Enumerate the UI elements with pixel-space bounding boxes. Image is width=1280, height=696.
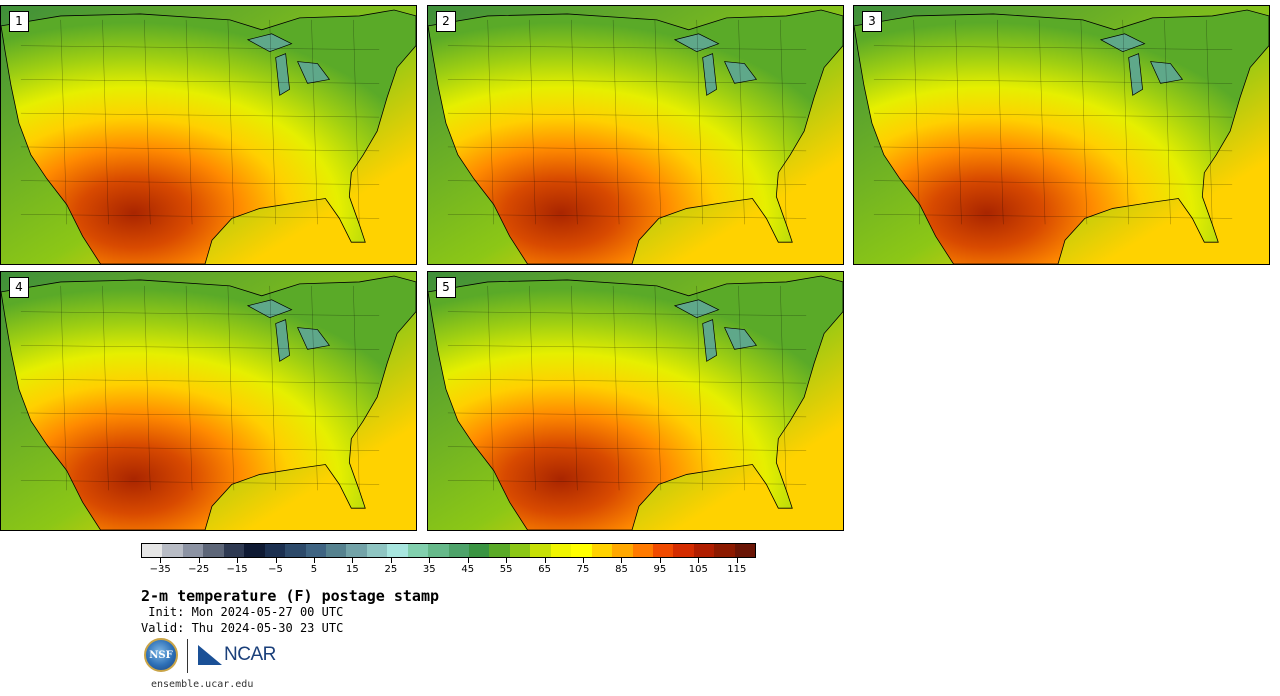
colorbar-swatch	[346, 544, 367, 557]
map-panel-3: 3	[853, 5, 1270, 265]
colorbar-swatch	[530, 544, 551, 557]
colorbar-tick-label: −15	[226, 564, 248, 575]
logo-divider	[187, 639, 188, 673]
map-panel-1: 1	[0, 5, 417, 265]
colorbar-swatch	[285, 544, 306, 557]
colorbar-swatch	[693, 544, 715, 557]
colorbar-tick	[583, 558, 585, 563]
valid-time: Valid: Thu 2024-05-30 23 UTC	[141, 621, 344, 635]
temperature-colorbar	[141, 543, 756, 558]
colorbar-swatch	[407, 544, 429, 557]
logos: NSF NCAR	[144, 638, 284, 674]
colorbar-tick-label: 45	[461, 564, 475, 575]
colorbar-tick	[544, 558, 546, 563]
figure-title: 2-m temperature (F) postage stamp	[141, 587, 440, 605]
colorbar-swatch	[387, 544, 408, 557]
colorbar-swatch	[428, 544, 449, 557]
colorbar-swatch	[509, 544, 531, 557]
colorbar-tick	[390, 558, 392, 563]
colorbar-swatch	[489, 544, 510, 557]
colorbar-tick-label: 85	[615, 564, 628, 575]
colorbar-tick	[352, 558, 354, 563]
colorbar-swatch	[305, 544, 326, 557]
colorbar-tick-label: 65	[538, 564, 551, 575]
colorbar-tick	[698, 558, 700, 563]
colorbar-tick	[659, 558, 661, 563]
colorbar-swatch	[632, 544, 653, 557]
temperature-map	[1, 272, 416, 530]
colorbar-tick-label: −5	[268, 564, 283, 575]
colorbar-tick-label: 55	[499, 564, 513, 575]
colorbar-tick-label: 115	[727, 564, 747, 575]
colorbar-swatch	[571, 544, 592, 557]
colorbar-tick-label: 105	[688, 564, 708, 575]
colorbar-swatch	[550, 544, 572, 557]
colorbar-swatch	[652, 544, 674, 557]
colorbar-tick	[313, 558, 315, 563]
colorbar-swatch	[366, 544, 388, 557]
map-panel-4: 4	[0, 271, 417, 531]
panel-label: 2	[436, 11, 456, 32]
colorbar-swatch	[203, 544, 224, 557]
temperature-map	[428, 272, 843, 530]
colorbar-tick-label: −35	[149, 564, 171, 575]
panel-label: 5	[436, 277, 456, 298]
colorbar-tick	[237, 558, 239, 563]
colorbar-tick-label: 95	[653, 564, 667, 575]
site-url[interactable]: ensemble.ucar.edu	[151, 679, 254, 690]
ncar-mark-icon	[198, 645, 222, 665]
colorbar-swatch	[142, 544, 163, 557]
colorbar-tick-label: 35	[422, 564, 436, 575]
panel-label: 1	[9, 11, 29, 32]
panel-label: 3	[862, 11, 882, 32]
temperature-map	[854, 6, 1269, 264]
colorbar-swatch	[223, 544, 245, 557]
ncar-logo-icon: NCAR	[198, 644, 276, 666]
colorbar-swatch	[264, 544, 286, 557]
map-panel-5: 5	[427, 271, 844, 531]
nsf-logo-icon: NSF	[144, 638, 178, 672]
colorbar-swatch	[448, 544, 469, 557]
colorbar-swatch	[469, 544, 490, 557]
colorbar-tick	[736, 558, 738, 563]
colorbar-tick	[621, 558, 623, 563]
colorbar-tick-label: 15	[346, 564, 359, 575]
temperature-map	[1, 6, 416, 264]
colorbar-tick	[429, 558, 431, 563]
colorbar-ticks: −35 −25 −15 −5 5 15 25 35 45 55 65 75 85 95 105 115	[141, 558, 756, 580]
panel-label: 4	[9, 277, 29, 298]
colorbar-tick-label: 5	[310, 564, 318, 575]
colorbar-tick	[160, 558, 162, 563]
colorbar-swatch	[612, 544, 633, 557]
colorbar-tick-label: 75	[576, 564, 590, 575]
colorbar-swatch	[162, 544, 183, 557]
colorbar-tick	[275, 558, 277, 563]
colorbar-tick-label: 25	[384, 564, 398, 575]
colorbar-swatch	[591, 544, 613, 557]
init-time: Init: Mon 2024-05-27 00 UTC	[141, 605, 344, 619]
colorbar-tick	[198, 558, 200, 563]
colorbar-swatch	[734, 544, 756, 557]
map-panel-2: 2	[427, 5, 844, 265]
colorbar-swatch	[714, 544, 735, 557]
colorbar-tick	[467, 558, 469, 563]
colorbar-swatch	[244, 544, 265, 557]
colorbar-swatch	[182, 544, 204, 557]
colorbar-swatch	[325, 544, 347, 557]
colorbar-tick-label: −25	[188, 564, 210, 575]
colorbar-tick	[506, 558, 508, 563]
colorbar-swatch	[673, 544, 694, 557]
temperature-map	[428, 6, 843, 264]
